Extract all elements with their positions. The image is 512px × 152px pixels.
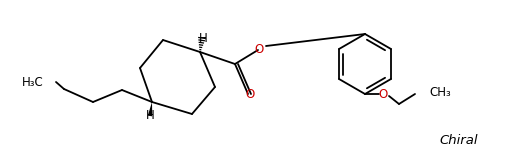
Text: O: O [378, 88, 388, 100]
Text: O: O [254, 43, 264, 56]
Text: H: H [199, 32, 207, 45]
Text: CH₃: CH₃ [429, 86, 451, 100]
Polygon shape [148, 102, 152, 116]
Text: Chiral: Chiral [439, 134, 478, 147]
Text: H: H [145, 109, 155, 122]
Text: O: O [245, 88, 254, 101]
Text: H₃C: H₃C [22, 76, 44, 88]
